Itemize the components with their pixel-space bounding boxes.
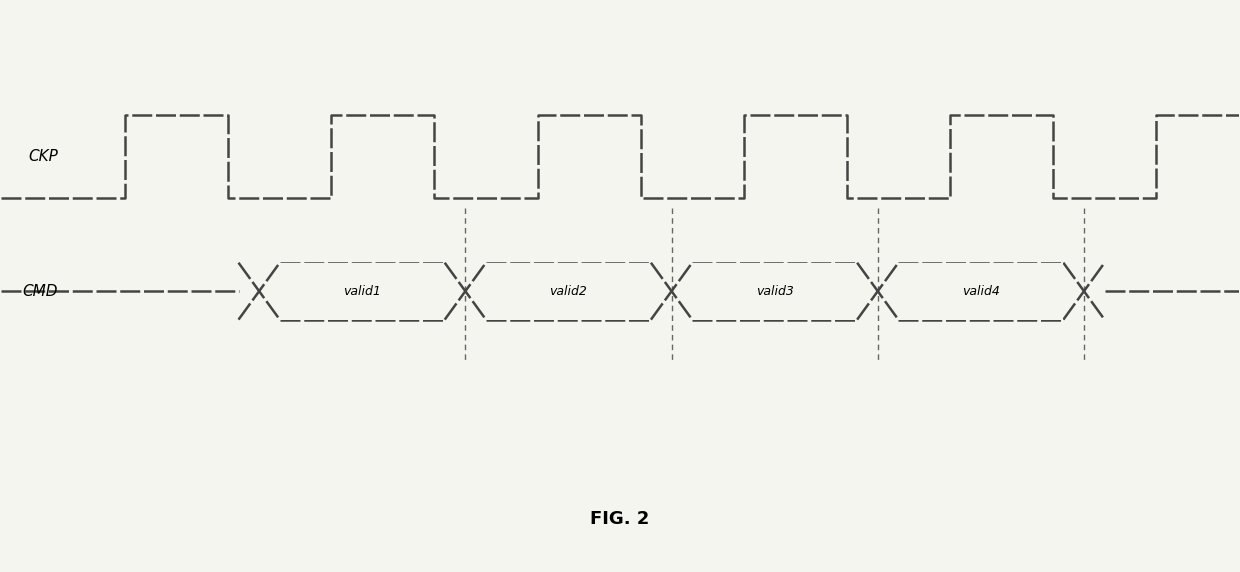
FancyBboxPatch shape <box>486 263 651 320</box>
FancyBboxPatch shape <box>692 263 857 320</box>
Text: valid2: valid2 <box>549 285 588 297</box>
Text: valid1: valid1 <box>343 285 381 297</box>
Text: CKP: CKP <box>29 149 58 164</box>
FancyBboxPatch shape <box>280 263 445 320</box>
Text: valid4: valid4 <box>962 285 999 297</box>
Text: CMD: CMD <box>22 284 58 299</box>
Text: valid3: valid3 <box>755 285 794 297</box>
FancyBboxPatch shape <box>898 263 1064 320</box>
Text: FIG. 2: FIG. 2 <box>590 510 650 528</box>
